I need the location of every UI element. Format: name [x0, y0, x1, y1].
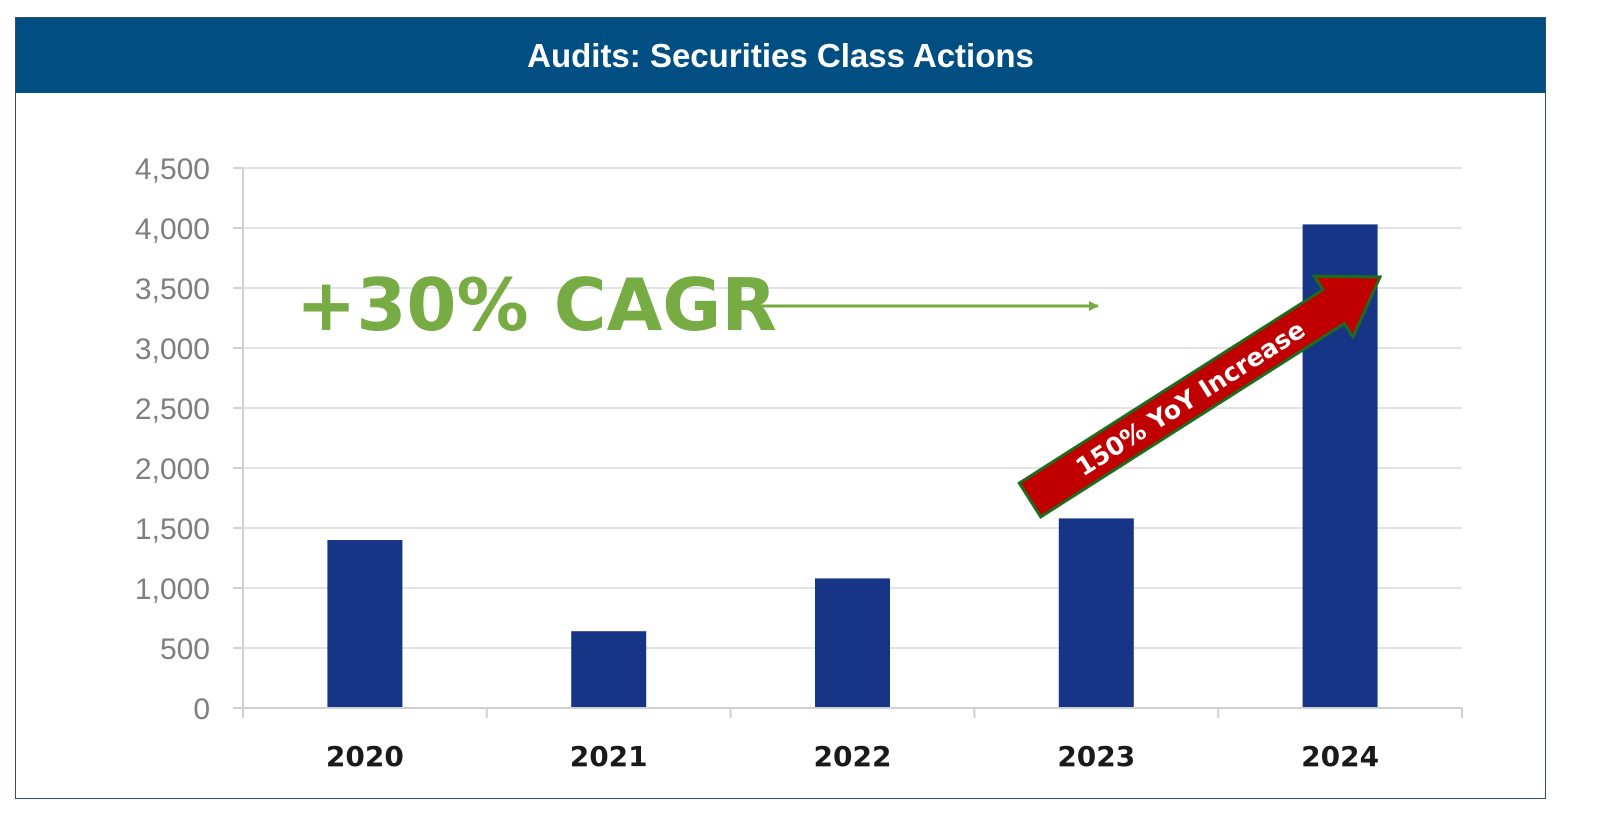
bar-2021	[571, 631, 647, 708]
x-tick-label: 2022	[814, 740, 892, 773]
y-tick-label: 3,000	[135, 333, 210, 366]
y-axis: 0 500 1,000 1,500 2,000 2,500 3,000 3,500 4,000 4…	[135, 153, 244, 726]
x-tick-label: 2023	[1057, 740, 1135, 773]
y-tick-label: 3,500	[135, 273, 210, 306]
cagr-annotation: +30% CAGR	[296, 263, 777, 347]
y-tick-label: 2,000	[135, 453, 210, 486]
bar-2023	[1058, 518, 1134, 708]
y-tick-label: 1,000	[135, 573, 210, 606]
chart-title: Audits: Securities Class Actions	[527, 36, 1034, 74]
bar-2020	[327, 540, 403, 708]
y-tick-label: 4,500	[135, 153, 210, 186]
x-tick-label: 2024	[1301, 740, 1379, 773]
y-tick-label: 500	[160, 633, 210, 666]
x-tick-label: 2021	[570, 740, 648, 773]
y-tick-label: 4,000	[135, 213, 210, 246]
y-tick-label: 2,500	[135, 393, 210, 426]
yoy-label: 150% YoY Increase	[1071, 315, 1311, 482]
gridlines	[243, 167, 1462, 649]
title-bar: Audits: Securities Class Actions	[16, 18, 1545, 93]
x-axis: 2020 2021 2022 2023 2024	[242, 707, 1463, 773]
bar-2022	[815, 578, 890, 708]
x-tick-label: 2020	[326, 740, 404, 773]
y-tick-label: 1,500	[135, 513, 210, 546]
y-tick-label: 0	[193, 693, 210, 726]
